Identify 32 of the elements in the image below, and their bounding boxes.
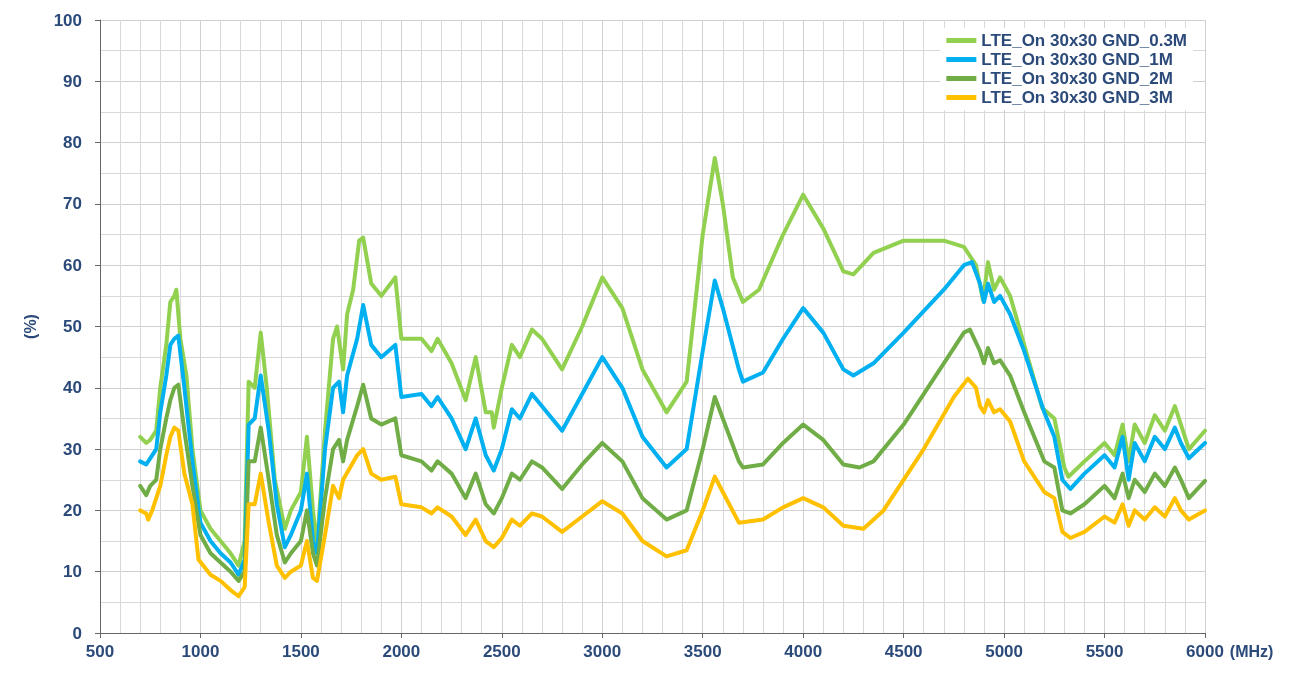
y-tick-label: 90 — [63, 71, 82, 91]
x-tick-label: 6000 — [1186, 642, 1224, 661]
y-tick-label: 50 — [63, 317, 82, 336]
y-tick-label: 10 — [63, 562, 82, 582]
legend-label: LTE_On 30x30 GND_2M — [981, 69, 1173, 88]
y-tick-label: 30 — [63, 439, 82, 459]
line-series — [138, 327, 1207, 583]
y-axis-title: (%) — [21, 314, 39, 339]
x-tick-label: 5000 — [985, 642, 1023, 661]
x-axis-title: (MHz) — [1229, 642, 1274, 660]
y-tick-label: 20 — [63, 500, 82, 520]
y-tick-label: 80 — [63, 133, 82, 153]
y-tick-label: 0 — [72, 623, 82, 643]
x-tick-label: 2500 — [482, 642, 521, 661]
x-tick-label: 1500 — [282, 642, 320, 661]
x-tick-label: 1000 — [181, 642, 220, 661]
x-tick-label: 3500 — [683, 642, 722, 661]
y-tick-label: 70 — [63, 194, 82, 214]
line-series — [138, 260, 1207, 577]
x-tick-label: 4000 — [784, 642, 823, 661]
x-tick-label: 3000 — [583, 642, 622, 661]
x-tick-label: 4500 — [884, 642, 923, 661]
legend-label: LTE_On 30x30 GND_3M — [981, 88, 1173, 107]
y-tick-label: 40 — [63, 378, 82, 398]
y-tick-label: 100 — [53, 10, 82, 30]
line-series — [138, 376, 1207, 599]
y-tick-label: 60 — [63, 255, 82, 275]
x-tick-label: 2000 — [382, 642, 421, 661]
x-tick-label: 5500 — [1085, 642, 1124, 661]
legend-label: LTE_On 30x30 GND_0.3M — [981, 31, 1187, 50]
legend-label: LTE_On 30x30 GND_1M — [981, 50, 1173, 69]
x-tick-label: 500 — [85, 642, 115, 661]
